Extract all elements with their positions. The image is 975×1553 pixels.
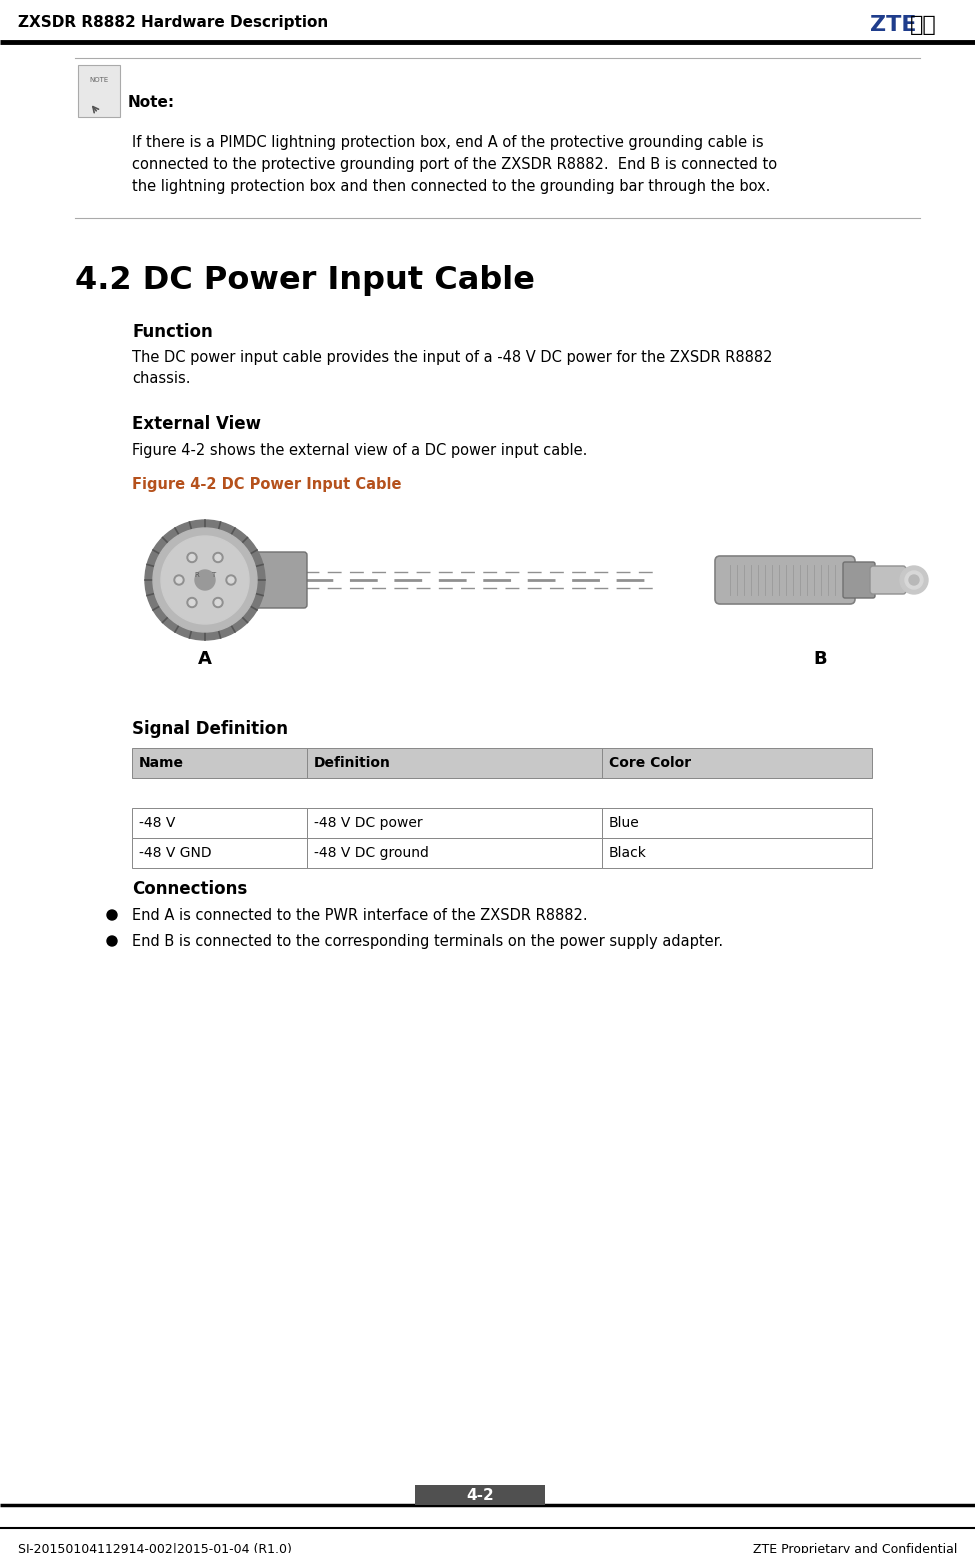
Text: ZTE: ZTE (870, 16, 916, 36)
Bar (78, 65, 120, 116)
Text: -48 V DC power: -48 V DC power (314, 815, 422, 829)
Circle shape (189, 599, 195, 606)
Circle shape (107, 936, 117, 946)
Circle shape (228, 578, 234, 582)
Bar (132, 808, 307, 839)
Bar (307, 808, 602, 839)
Circle shape (176, 578, 182, 582)
FancyBboxPatch shape (843, 562, 875, 598)
Text: A: A (198, 651, 212, 668)
Circle shape (187, 598, 197, 607)
Text: ZXSDR R8882 Hardware Description: ZXSDR R8882 Hardware Description (18, 16, 329, 30)
FancyBboxPatch shape (715, 556, 855, 604)
Text: 中兴: 中兴 (910, 16, 937, 36)
Text: connected to the protective grounding port of the ZXSDR R8882.  End B is connect: connected to the protective grounding po… (132, 157, 777, 172)
Text: T: T (211, 572, 215, 578)
Text: chassis.: chassis. (132, 371, 190, 387)
Bar (602, 808, 872, 839)
Circle shape (215, 599, 221, 606)
Text: Blue: Blue (609, 815, 640, 829)
Text: Function: Function (132, 323, 213, 342)
Circle shape (189, 554, 195, 561)
Circle shape (226, 575, 236, 585)
Text: NOTE: NOTE (90, 78, 108, 82)
Circle shape (195, 570, 215, 590)
Text: Name: Name (139, 756, 184, 770)
Text: Definition: Definition (314, 756, 391, 770)
Bar (132, 749, 307, 778)
Text: Note:: Note: (128, 95, 176, 110)
Circle shape (213, 553, 223, 562)
Text: -48 V DC ground: -48 V DC ground (314, 846, 429, 860)
Circle shape (174, 575, 184, 585)
Text: Figure 4-2 DC Power Input Cable: Figure 4-2 DC Power Input Cable (132, 477, 402, 492)
Circle shape (213, 598, 223, 607)
Text: 4.2 DC Power Input Cable: 4.2 DC Power Input Cable (75, 266, 535, 297)
Text: Figure 4-2 shows the external view of a DC power input cable.: Figure 4-2 shows the external view of a … (132, 443, 587, 458)
Text: Core Color: Core Color (609, 756, 691, 770)
Circle shape (900, 565, 928, 593)
Text: R: R (195, 572, 199, 578)
Bar (307, 749, 602, 778)
Text: Connections: Connections (132, 881, 248, 898)
Circle shape (215, 554, 221, 561)
Circle shape (107, 910, 117, 919)
FancyBboxPatch shape (246, 551, 307, 609)
Text: -48 V: -48 V (139, 815, 176, 829)
Text: SJ-20150104112914-002|2015-01-04 (R1.0): SJ-20150104112914-002|2015-01-04 (R1.0) (18, 1544, 292, 1553)
Text: B: B (813, 651, 827, 668)
Circle shape (905, 572, 923, 589)
Text: -48 V GND: -48 V GND (139, 846, 212, 860)
Circle shape (145, 520, 265, 640)
Text: If there is a PIMDC lightning protection box, end A of the protective grounding : If there is a PIMDC lightning protection… (132, 135, 763, 151)
Text: External View: External View (132, 415, 261, 433)
Circle shape (909, 575, 919, 585)
Circle shape (153, 528, 257, 632)
Text: The DC power input cable provides the input of a -48 V DC power for the ZXSDR R8: The DC power input cable provides the in… (132, 349, 772, 365)
Text: Black: Black (609, 846, 646, 860)
Bar (307, 839, 602, 868)
Text: ZTE Proprietary and Confidential: ZTE Proprietary and Confidential (753, 1544, 957, 1553)
Text: 4-2: 4-2 (466, 1488, 494, 1502)
Text: End A is connected to the PWR interface of the ZXSDR R8882.: End A is connected to the PWR interface … (132, 909, 588, 922)
Bar (602, 749, 872, 778)
Text: End B is connected to the corresponding terminals on the power supply adapter.: End B is connected to the corresponding … (132, 933, 723, 949)
Circle shape (187, 553, 197, 562)
FancyBboxPatch shape (870, 565, 906, 593)
Text: Signal Definition: Signal Definition (132, 721, 288, 738)
Bar (415, 1485, 545, 1505)
Circle shape (161, 536, 249, 624)
Bar (132, 839, 307, 868)
Bar (602, 839, 872, 868)
Text: the lightning protection box and then connected to the grounding bar through the: the lightning protection box and then co… (132, 179, 770, 194)
